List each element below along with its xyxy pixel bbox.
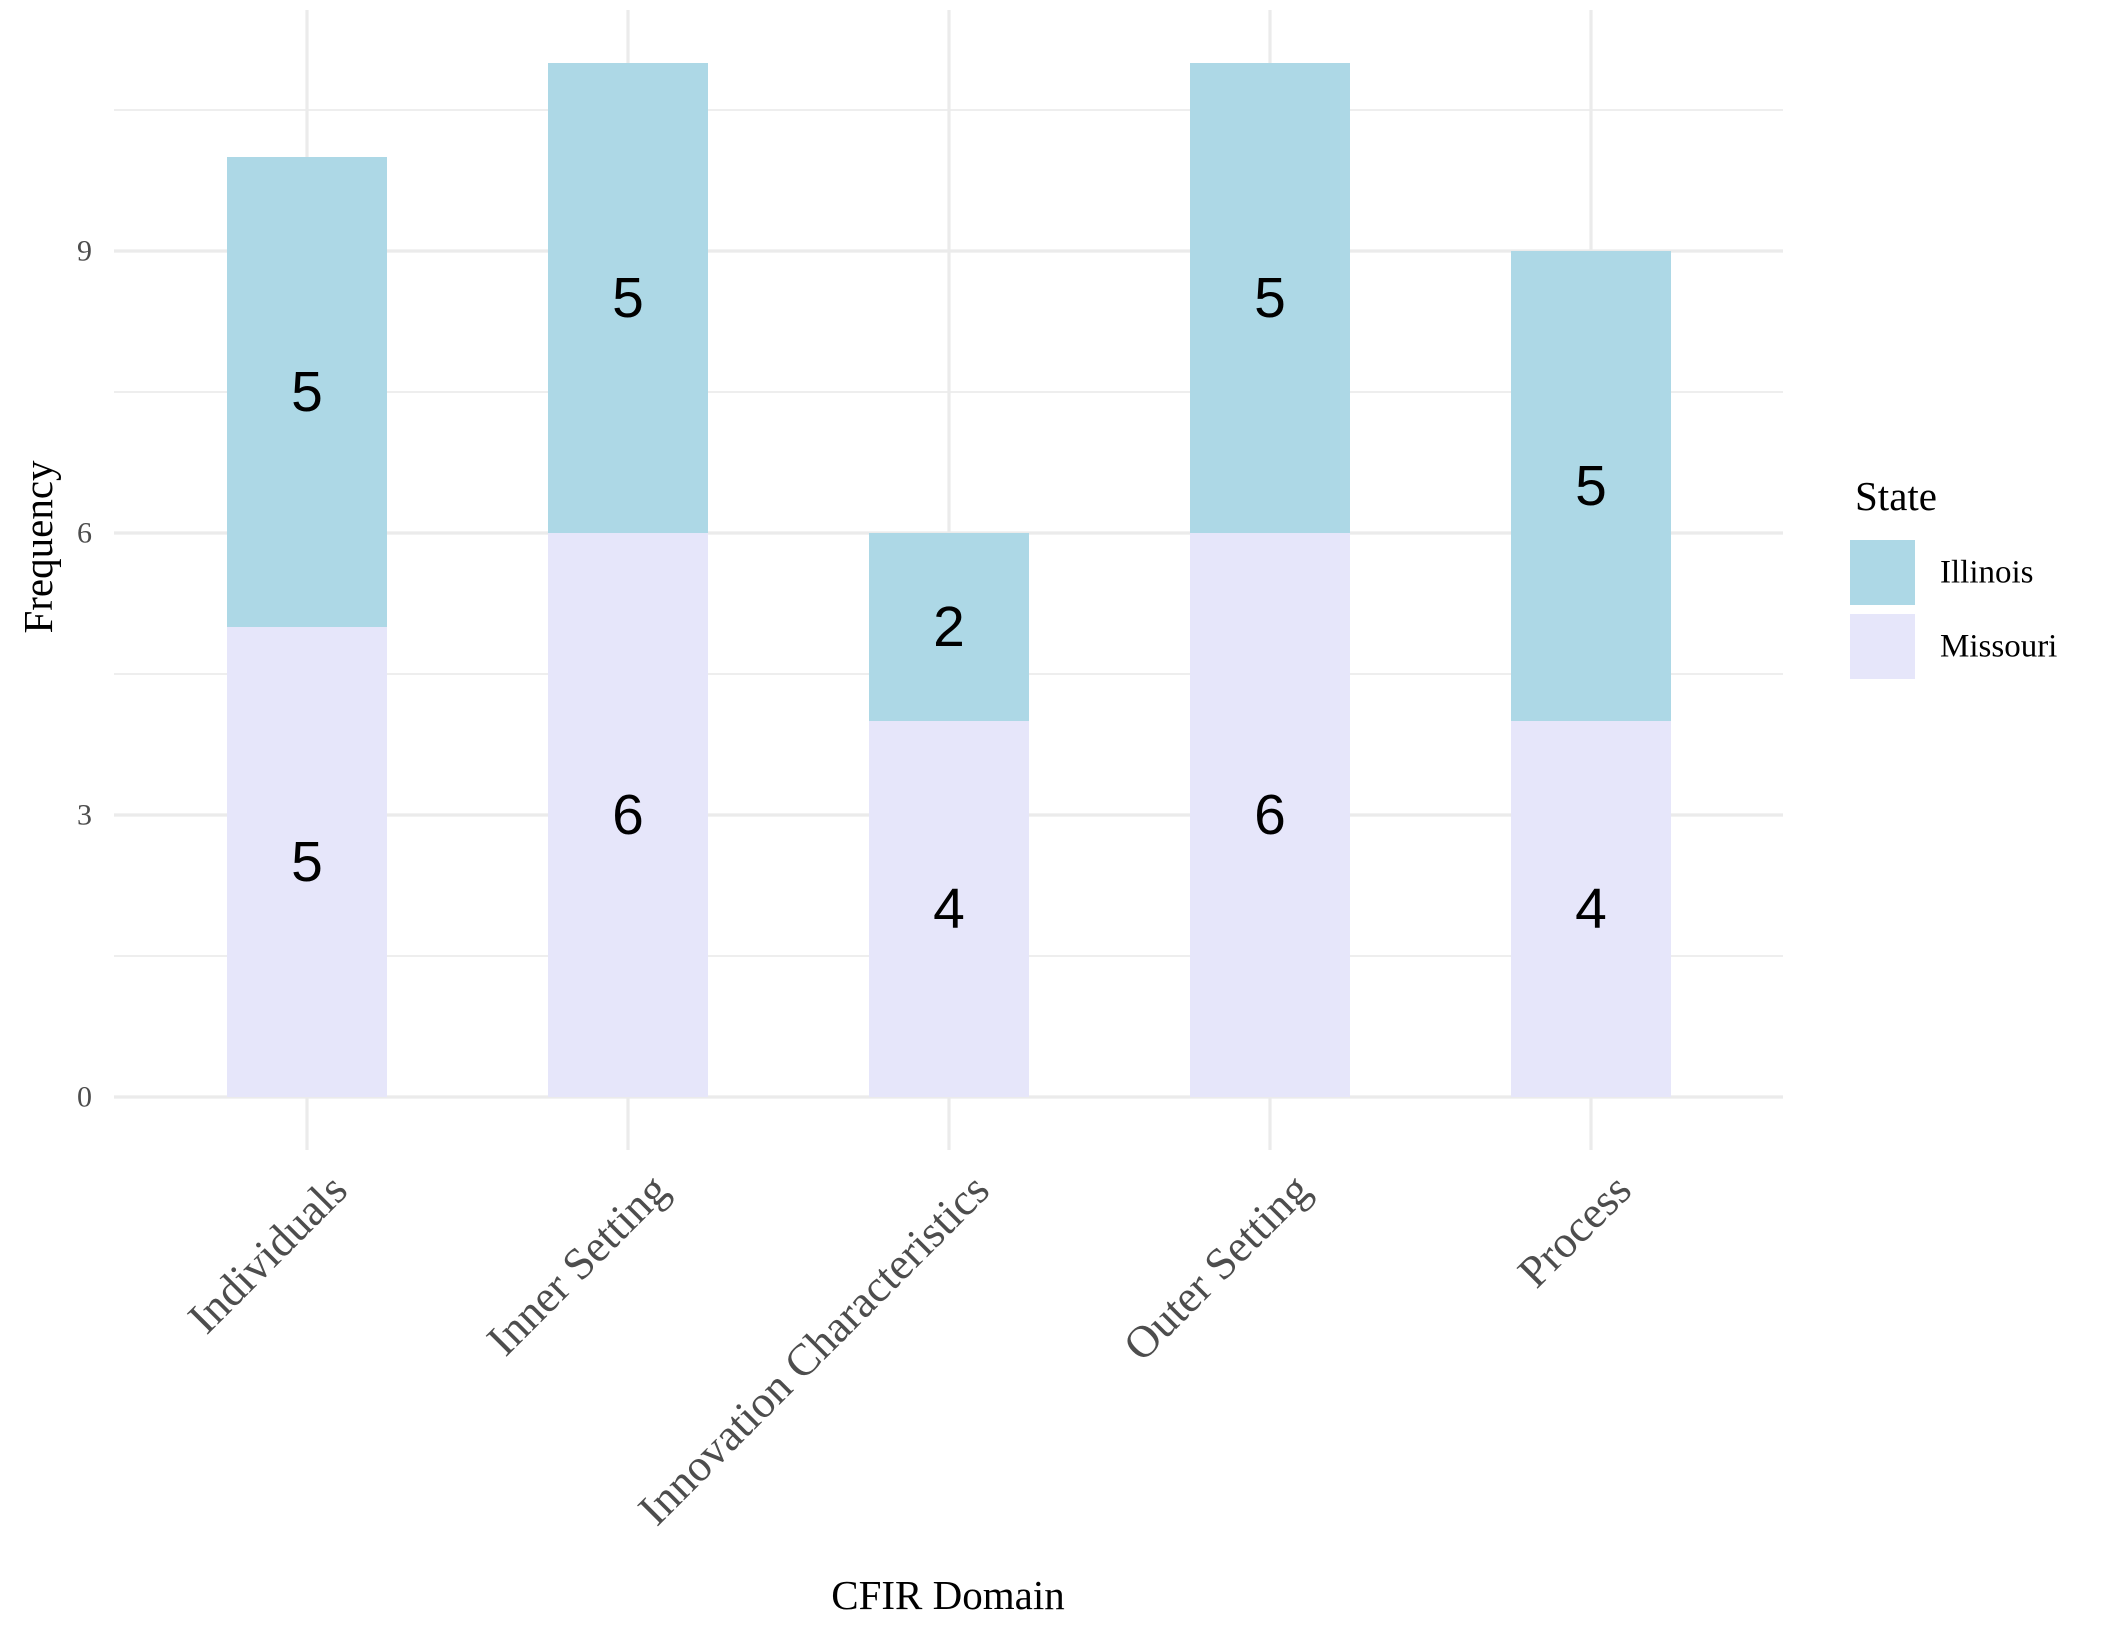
legend: State Illinois Missouri	[1850, 473, 2057, 679]
bar-value-label: 5	[612, 266, 644, 330]
bar-value-label: 6	[612, 783, 644, 847]
legend-label: Missouri	[1940, 629, 2057, 665]
bar-value-label: 5	[1254, 266, 1286, 330]
y-tick-label: 0	[77, 1081, 92, 1114]
bar-missouri	[869, 721, 1029, 1097]
legend-items: Illinois Missouri	[1850, 540, 2057, 679]
x-tick-label: Process	[1508, 1164, 1641, 1297]
bar-illinois	[227, 157, 387, 627]
legend-key-missouri	[1850, 614, 1915, 679]
legend-key-illinois	[1850, 540, 1915, 605]
bar-value-label: 6	[1254, 783, 1286, 847]
bar-illinois	[1190, 63, 1350, 533]
bars	[227, 63, 1671, 1097]
bar-illinois	[869, 533, 1029, 721]
x-axis-title: CFIR Domain	[831, 1572, 1065, 1618]
bar-illinois	[1511, 251, 1671, 721]
bar-value-label: 5	[291, 830, 323, 894]
bar-illinois	[548, 63, 708, 533]
x-tick-label: Inner Setting	[477, 1164, 678, 1365]
bar-missouri	[227, 627, 387, 1097]
bar-value-label: 2	[933, 595, 965, 659]
x-tick-label: Outer Setting	[1114, 1164, 1320, 1370]
x-tick-label: Innovation Characteristics	[628, 1164, 998, 1534]
y-tick-label: 9	[77, 235, 92, 268]
y-axis: 0 3 6 9	[77, 235, 92, 1114]
x-tick-label: Individuals	[178, 1164, 357, 1343]
bar-missouri	[1511, 721, 1671, 1097]
value-labels: 5 5 6 5 4 2 6 5 4 5	[291, 266, 1607, 941]
bar-value-label: 5	[1575, 454, 1607, 518]
bar-value-label: 5	[291, 360, 323, 424]
bar-value-label: 4	[1575, 877, 1607, 941]
bar-value-label: 4	[933, 877, 965, 941]
y-axis-title: Frequency	[15, 460, 61, 634]
y-tick-label: 3	[77, 799, 92, 832]
bar-missouri	[548, 533, 708, 1097]
legend-label: Illinois	[1940, 555, 2034, 591]
bar-missouri	[1190, 533, 1350, 1097]
y-tick-label: 6	[77, 517, 92, 550]
legend-title: State	[1855, 473, 1937, 519]
